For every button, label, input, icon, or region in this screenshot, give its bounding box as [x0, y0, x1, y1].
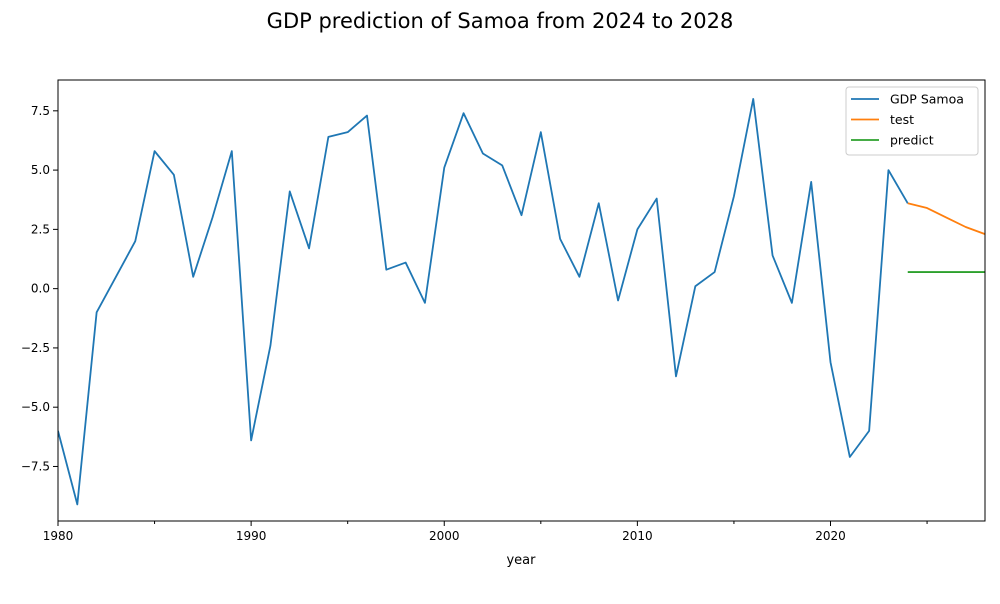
legend-label-gdp-samoa: GDP Samoa: [890, 92, 964, 107]
legend-label-test: test: [890, 112, 914, 127]
y-tick-label: 7.5: [31, 104, 50, 118]
series-line-gdp-samoa: [58, 98, 909, 506]
chart-title: GDP prediction of Samoa from 2024 to 202…: [267, 9, 734, 33]
legend-label-predict: predict: [890, 133, 934, 148]
x-tick-label: 2020: [815, 529, 846, 543]
x-tick-label: 2010: [622, 529, 653, 543]
y-tick-label: 2.5: [31, 222, 50, 236]
series-lines: [58, 98, 985, 506]
plot-frame: [57, 79, 986, 522]
y-tick-label: −5.0: [21, 400, 50, 414]
x-axis-label: year: [506, 553, 536, 568]
x-tick-label: 1990: [236, 529, 267, 543]
y-tick-label: 0.0: [31, 282, 50, 296]
legend-box: [845, 86, 979, 156]
axes: 1980 1990 2000 2010 2020 7.5 5.0 2.5 0.0 −2.5 −5.0…: [21, 104, 928, 543]
y-tick-label: −2.5: [21, 341, 50, 355]
y-tick-label: 5.0: [31, 163, 50, 177]
x-tick-label: 1980: [43, 529, 74, 543]
x-tick-label: 2000: [429, 529, 460, 543]
legend: GDP Samoa test predict: [845, 86, 979, 156]
series-line-test: [907, 202, 985, 235]
y-tick-label: −7.5: [21, 459, 50, 473]
